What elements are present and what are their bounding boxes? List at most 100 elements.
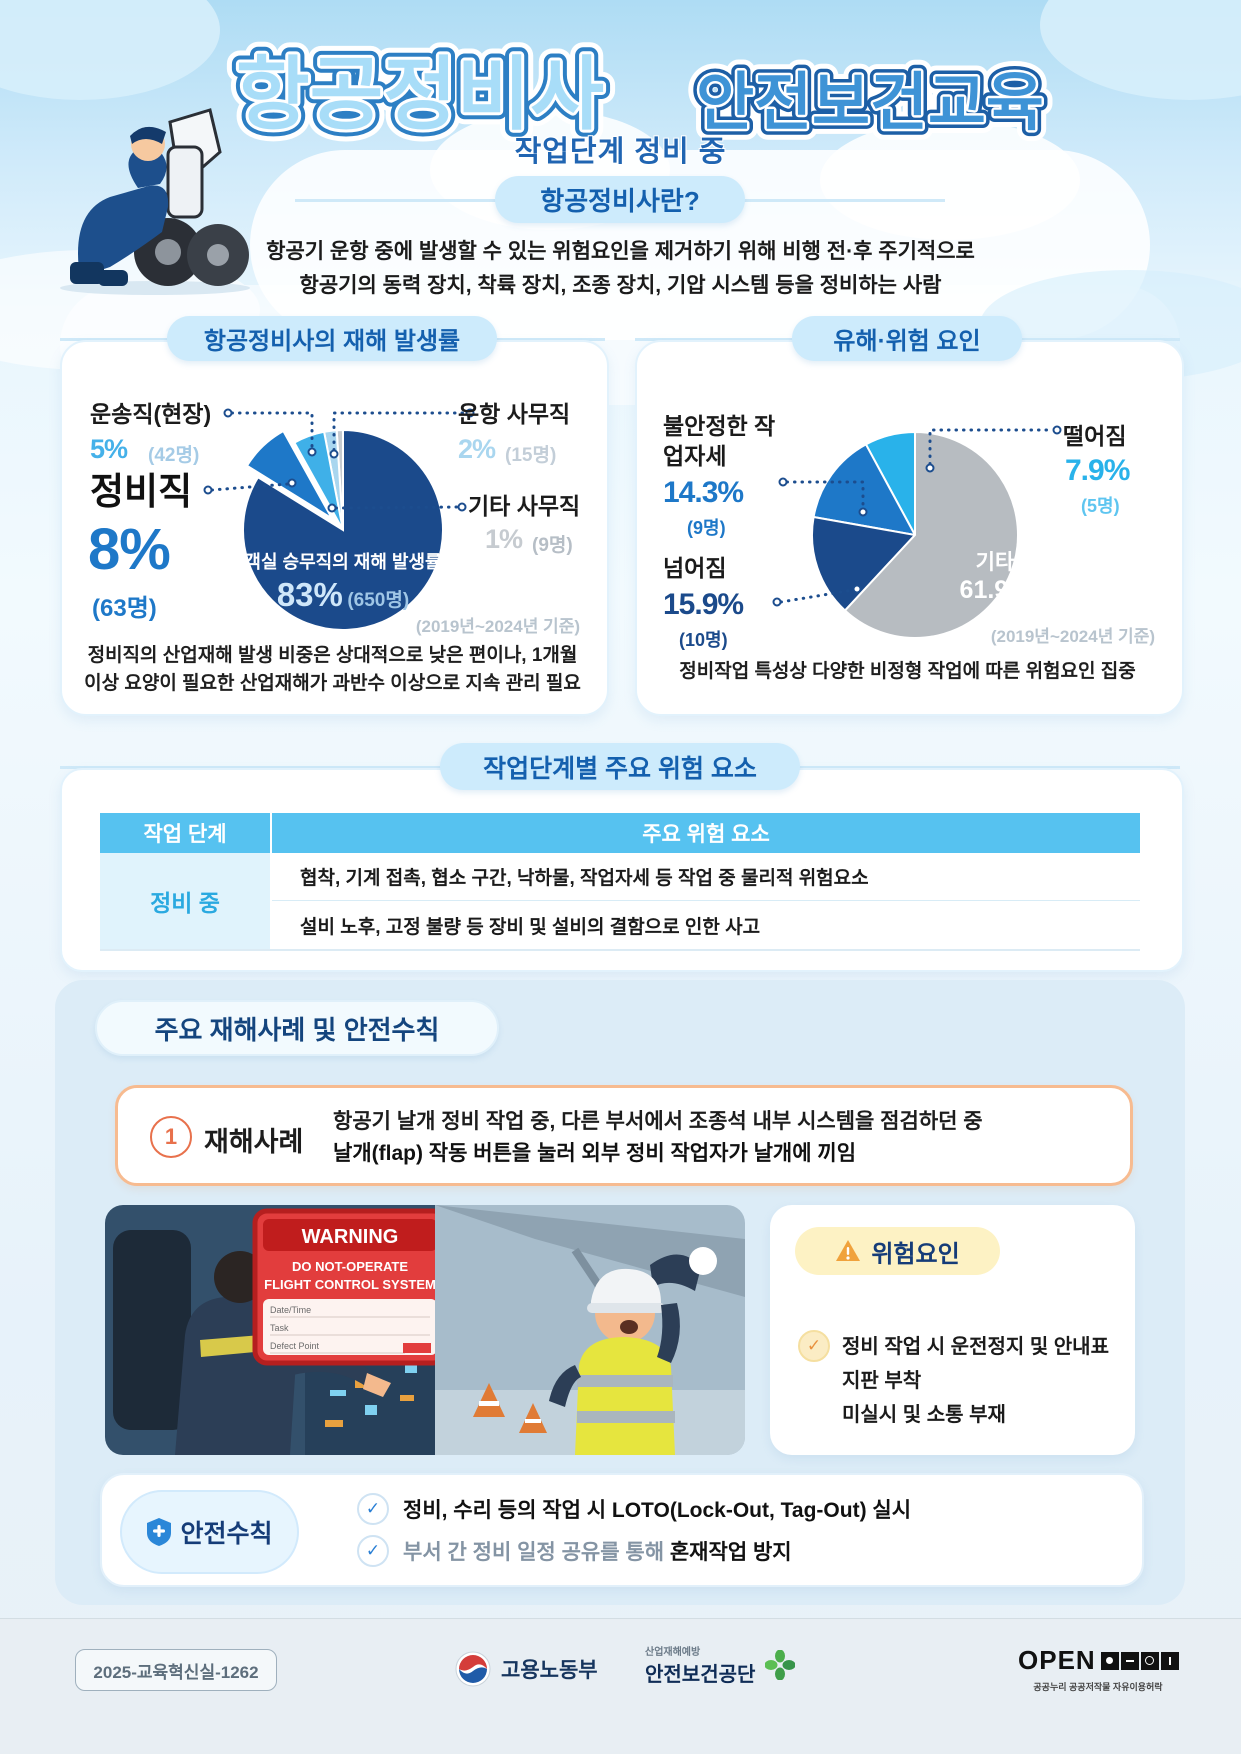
risk-row-1: 협착, 기계 접촉, 협소 구간, 낙하물, 작업자세 등 작업 중 물리적 위…: [272, 853, 1140, 901]
intro-line1: 항공기 운항 중에 발생할 수 있는 위험요인을 제거하기 위해 비행 전·후 …: [266, 240, 975, 263]
kosha-tagline: 산업재해예방: [645, 1647, 701, 1658]
cabin-crew-count: (650명): [347, 590, 410, 611]
case-line2: 날개(flap) 작동 버튼을 눌러 외부 정비 작업자가 날개에 끼임: [333, 1141, 857, 1165]
intro-badge-label: 항공정비사란?: [540, 186, 700, 216]
warning-field3: Defect Point: [270, 1341, 320, 1351]
main-title: 항공정비사 항공정비사 항공정비사 항공정비사 안전보건교육 안전보건교육 안전…: [224, 38, 1055, 142]
count-transport: (42명): [148, 445, 200, 466]
label-fall: 떨어짐: [1063, 423, 1127, 449]
open-icon-boxes: [1100, 1651, 1179, 1670]
open-caption: 공공누리 공공저작물 자유이용허락: [1033, 1682, 1163, 1692]
risk-row-2-text: 설비 노후, 고정 불량 등 장비 및 설비의 결함으로 인한 사고: [300, 916, 761, 938]
count-unstable-posture: (9명): [687, 518, 726, 538]
label-trip: 넘어짐: [663, 555, 727, 581]
label-unstable-posture: 불안정한 작업자세: [663, 413, 776, 469]
count-flight-office: (15명): [505, 445, 557, 466]
open-label: OPEN: [1018, 1645, 1096, 1675]
cabin-crew-pct: 83%: [276, 576, 343, 613]
case-line1: 항공기 날개 정비 작업 중, 다른 부서에서 조종석 내부 시스템을 점검하던…: [333, 1110, 983, 1133]
check-icon: ✓: [357, 1493, 389, 1525]
pie-slice: [811, 515, 917, 612]
hazard-title-label: 유해·위험 요인: [833, 328, 981, 355]
open-license-badge: OPEN 공공누리 공공저작물 자유이용허락: [1018, 1645, 1179, 1693]
warning-field2: Task: [270, 1323, 289, 1333]
safety-rules-card: 안전수칙 ✓ 정비, 수리 등의 작업 시 LOTO(Lock-Out, Tag…: [100, 1473, 1144, 1587]
warning-line2: FLIGHT CONTROL SYSTEM: [264, 1277, 436, 1292]
risk-table-title: 작업단계별 주요 위험 요소: [440, 743, 800, 790]
accident-rate-note-line2: 이상 요양이 필요한 산업재해가 과반수 이상으로 지속 관리 필요: [84, 672, 581, 694]
risk-factor-item: ✓ 정비 작업 시 운전정지 및 안내표지판 부착 미실시 및 소통 부재: [798, 1330, 1113, 1432]
pie-slice: [843, 430, 1019, 639]
check-icon: ✓: [798, 1330, 830, 1362]
safety-rule-1: ✓ 정비, 수리 등의 작업 시 LOTO(Lock-Out, Tag-Out)…: [357, 1493, 911, 1525]
safety-rules-title: 안전수칙: [180, 1520, 273, 1548]
hazard-note: 정비작업 특성상 다양한 비정형 작업에 따른 위험요인 집중: [679, 661, 1136, 682]
main-title-part1-glow: 항공정비사: [236, 50, 604, 139]
intro-text: 항공기 운항 중에 발생할 수 있는 위험요인을 제거하기 위해 비행 전·후 …: [100, 235, 1141, 302]
ministry-name: 고용노동부: [501, 1659, 598, 1682]
check-icon: ✓: [357, 1535, 389, 1567]
cloud-decoration: [820, 120, 1080, 240]
risk-factor-pill: 위험요인: [795, 1227, 1000, 1275]
subtitle: 작업단계 정비 중: [514, 136, 727, 168]
footer: 2025-교육혁신실-1262 고용노동부 산업재해예방 안전보건공단: [0, 1618, 1241, 1754]
accident-rate-note: 정비직의 산업재해 발생 비중은 상대적으로 낮은 편이나, 1개월 이상 요양…: [70, 642, 595, 697]
warning-tag: WARNING DO NOT-OPERATE FLIGHT CONTROL SY…: [252, 1208, 448, 1366]
safety-rule-2-prefix: 부서 간 정비 일정 공유를 통해: [403, 1541, 670, 1564]
accident-rate-title: 항공정비사의 재해 발생률: [167, 316, 497, 361]
hazard-pie: [772, 425, 1062, 639]
accident-rate-period: (2019년~2024년 기준): [415, 617, 580, 636]
hazard-period: (2019년~2024년 기준): [990, 627, 1155, 646]
risk-item-line2: 미실시 및 소통 부재: [842, 1404, 1006, 1426]
table-bottom-rule: [100, 949, 1140, 951]
case-description: 항공기 날개 정비 작업 중, 다른 부서에서 조종석 내부 시스템을 점검하던…: [333, 1106, 1113, 1169]
col-header-risks-label: 주요 위험 요소: [642, 823, 770, 846]
main-title-part1-outline: 항공정비사: [236, 50, 604, 139]
label-transport: 운송직(현장): [90, 401, 212, 427]
doc-number: 2025-교육혁신실-1262: [93, 1662, 259, 1682]
case-section-title: 주요 재해사례 및 안전수칙: [154, 1014, 440, 1045]
warning-title: WARNING: [302, 1226, 399, 1248]
case-section: 주요 재해사례 및 안전수칙 1 재해사례 항공기 날개 정비 작업 중, 다른…: [55, 980, 1185, 1605]
count-maintenance: (63명): [92, 595, 157, 622]
risk-table-title-label: 작업단계별 주요 위험 요소: [483, 754, 757, 783]
case-illustration: WARNING DO NOT-OPERATE FLIGHT CONTROL SY…: [105, 1205, 745, 1455]
intro-badge: 항공정비사란?: [495, 176, 745, 223]
case-number-badge: 1: [150, 1116, 192, 1158]
case-number: 1: [164, 1124, 178, 1149]
label-flight-office: 운항 사무직: [458, 401, 571, 427]
pie-slice: [242, 428, 444, 631]
intro-line2: 항공기의 동력 장치, 착륙 장치, 조종 장치, 기압 시스템 등을 정비하는…: [299, 273, 942, 297]
warning-line1: DO NOT-OPERATE: [292, 1259, 408, 1274]
case-section-title-pill: 주요 재해사례 및 안전수칙: [95, 1000, 499, 1056]
safety-rule-2: ✓ 부서 간 정비 일정 공유를 통해 혼재작업 방지: [357, 1535, 792, 1567]
risk-row-1-text: 협착, 기계 접촉, 협소 구간, 낙하물, 작업자세 등 작업 중 물리적 위…: [300, 868, 869, 889]
kosha-logo-icon: [765, 1650, 796, 1680]
case-label: 재해사례: [204, 1127, 304, 1157]
pct-transport: 5%: [90, 434, 128, 464]
etc-label: 기타: [975, 551, 1015, 574]
hazard-title: 유해·위험 요인: [792, 316, 1022, 361]
pct-other-office: 1%: [485, 524, 523, 554]
count-other-office: (9명): [532, 535, 573, 556]
pct-flight-office: 2%: [458, 434, 496, 464]
safety-rule-1-text: 정비, 수리 등의 작업 시 LOTO(Lock-Out, Tag-Out) 실…: [403, 1499, 912, 1522]
kosha-logo-group: 산업재해예방 안전보건공단: [645, 1643, 796, 1687]
accident-rate-title-label: 항공정비사의 재해 발생률: [203, 328, 461, 355]
case-callout: 1 재해사례 항공기 날개 정비 작업 중, 다른 부서에서 조종석 내부 시스…: [115, 1085, 1133, 1186]
pct-unstable-posture: 14.3%: [663, 476, 744, 509]
pct-maintenance: 8%: [88, 517, 171, 582]
accident-rate-note-line1: 정비직의 산업재해 발생 비중은 상대적으로 낮은 편이나, 1개월: [87, 645, 578, 666]
risk-factor-card: 위험요인 ✓ 정비 작업 시 운전정지 및 안내표지판 부착 미실시 및 소통 …: [770, 1205, 1135, 1455]
mechanic-illustration: [60, 108, 250, 295]
col-header-stage: 작업 단계: [100, 813, 272, 853]
doc-number-pill: 2025-교육혁신실-1262: [75, 1649, 277, 1691]
col-header-stage-label: 작업 단계: [143, 823, 227, 846]
etc-pct: 61.9%: [959, 576, 1031, 604]
risk-row-2: 설비 노후, 고정 불량 등 장비 및 설비의 결함으로 인한 사고: [272, 901, 1140, 949]
stage-cell: 정비 중: [100, 853, 270, 949]
label-other-office: 기타 사무직: [468, 493, 581, 519]
cabin-crew-inside-label: 객실 승무직의 재해 발생률 83% (650명): [218, 548, 468, 614]
risk-item-line1: 정비 작업 시 운전정지 및 안내표지판 부착: [842, 1336, 1109, 1392]
